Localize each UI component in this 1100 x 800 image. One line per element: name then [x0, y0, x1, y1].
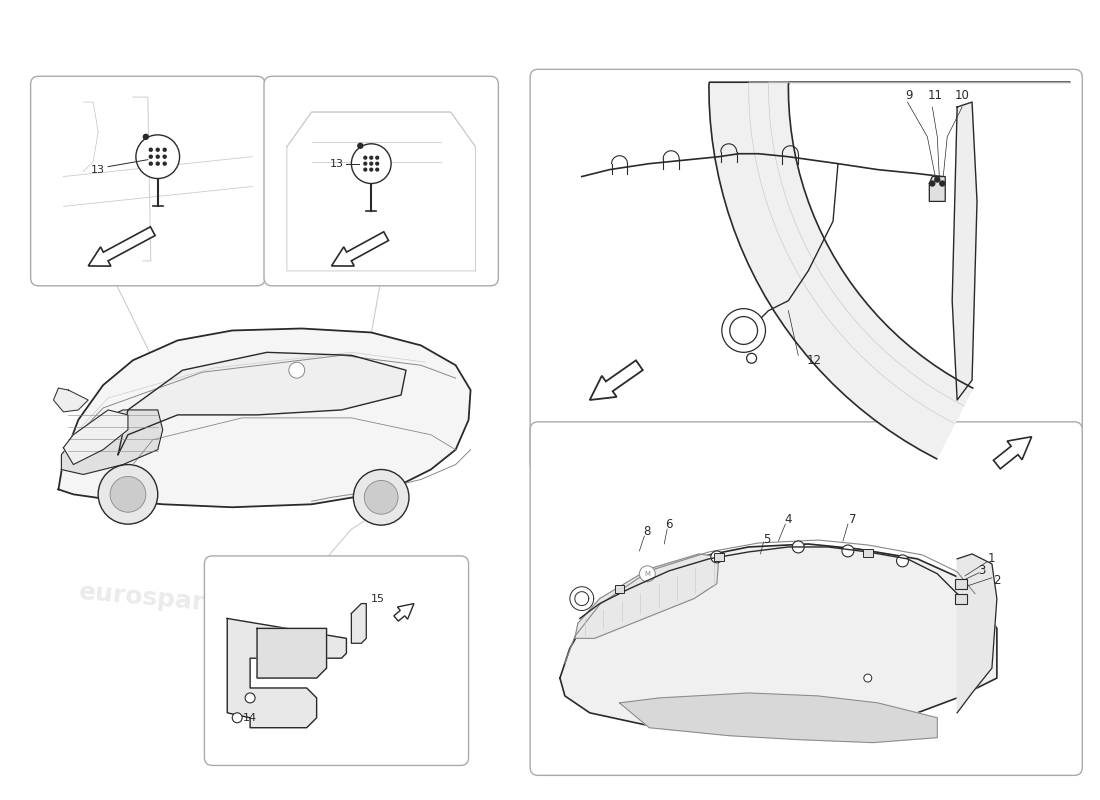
Circle shape	[98, 465, 157, 524]
Text: 13: 13	[91, 165, 106, 174]
FancyBboxPatch shape	[264, 76, 498, 286]
Text: 1: 1	[988, 552, 996, 566]
Polygon shape	[957, 554, 997, 713]
Circle shape	[150, 155, 152, 158]
Text: 9: 9	[905, 89, 913, 102]
Text: eurospares: eurospares	[78, 411, 238, 449]
Circle shape	[150, 148, 152, 151]
Circle shape	[370, 162, 373, 165]
Text: M: M	[645, 570, 650, 577]
Text: 11: 11	[927, 89, 943, 102]
Circle shape	[289, 362, 305, 378]
Circle shape	[364, 156, 366, 159]
Circle shape	[722, 309, 766, 352]
Text: 15: 15	[372, 594, 385, 604]
Text: 8: 8	[644, 525, 651, 538]
FancyArrow shape	[394, 603, 414, 621]
Circle shape	[711, 551, 723, 563]
Circle shape	[156, 162, 160, 165]
Circle shape	[376, 156, 378, 159]
FancyBboxPatch shape	[530, 70, 1082, 473]
Polygon shape	[228, 618, 346, 728]
Text: 12: 12	[806, 354, 822, 366]
Text: 6: 6	[666, 518, 673, 530]
Circle shape	[842, 545, 854, 557]
Bar	[955, 594, 967, 603]
Text: 3: 3	[978, 564, 986, 578]
FancyBboxPatch shape	[530, 422, 1082, 775]
Polygon shape	[64, 410, 128, 465]
Circle shape	[935, 177, 939, 182]
Circle shape	[163, 155, 166, 158]
Circle shape	[245, 693, 255, 703]
Text: 10: 10	[955, 89, 969, 102]
Circle shape	[939, 181, 945, 186]
Polygon shape	[953, 102, 977, 400]
Text: 5: 5	[762, 533, 770, 546]
Circle shape	[364, 481, 398, 514]
Text: 13: 13	[330, 158, 343, 169]
Circle shape	[163, 162, 166, 165]
FancyArrow shape	[590, 360, 642, 400]
Text: 2: 2	[993, 574, 1001, 587]
Circle shape	[376, 162, 378, 165]
Bar	[955, 578, 967, 589]
Polygon shape	[62, 410, 163, 474]
Bar	[714, 553, 724, 561]
Text: 4: 4	[784, 513, 792, 526]
Text: eurospares: eurospares	[679, 574, 838, 613]
Circle shape	[351, 144, 392, 183]
Circle shape	[353, 470, 409, 525]
Circle shape	[156, 155, 160, 158]
Text: eurospares: eurospares	[688, 294, 829, 326]
Circle shape	[163, 148, 166, 151]
FancyArrow shape	[88, 227, 155, 266]
Polygon shape	[257, 629, 327, 678]
Circle shape	[150, 162, 152, 165]
Circle shape	[232, 713, 242, 722]
Text: eurospares: eurospares	[688, 582, 829, 614]
Circle shape	[370, 168, 373, 171]
Polygon shape	[575, 554, 718, 638]
Circle shape	[364, 162, 366, 165]
Polygon shape	[118, 352, 406, 454]
Circle shape	[358, 143, 363, 148]
FancyBboxPatch shape	[31, 76, 265, 286]
Text: eurospares: eurospares	[78, 580, 238, 618]
Circle shape	[376, 168, 378, 171]
Polygon shape	[351, 603, 366, 643]
Circle shape	[143, 134, 148, 139]
Circle shape	[364, 168, 366, 171]
Text: eurospares: eurospares	[679, 287, 838, 325]
Text: 7: 7	[849, 513, 857, 526]
Bar	[862, 549, 872, 557]
Circle shape	[136, 135, 179, 178]
Text: eurospares: eurospares	[97, 414, 239, 446]
FancyBboxPatch shape	[205, 556, 469, 766]
Circle shape	[747, 354, 757, 363]
Polygon shape	[54, 388, 88, 412]
Circle shape	[864, 674, 871, 682]
Circle shape	[110, 477, 146, 512]
Circle shape	[639, 566, 656, 582]
FancyArrow shape	[993, 437, 1032, 469]
Circle shape	[370, 156, 373, 159]
Circle shape	[156, 148, 160, 151]
Text: 14: 14	[243, 713, 257, 722]
FancyArrow shape	[331, 232, 388, 266]
Polygon shape	[58, 329, 471, 507]
Polygon shape	[930, 177, 945, 202]
Circle shape	[792, 541, 804, 553]
Circle shape	[930, 181, 935, 186]
Polygon shape	[708, 82, 1069, 459]
Polygon shape	[560, 544, 997, 733]
Polygon shape	[619, 693, 937, 742]
Bar	[615, 585, 625, 593]
Circle shape	[896, 555, 909, 567]
